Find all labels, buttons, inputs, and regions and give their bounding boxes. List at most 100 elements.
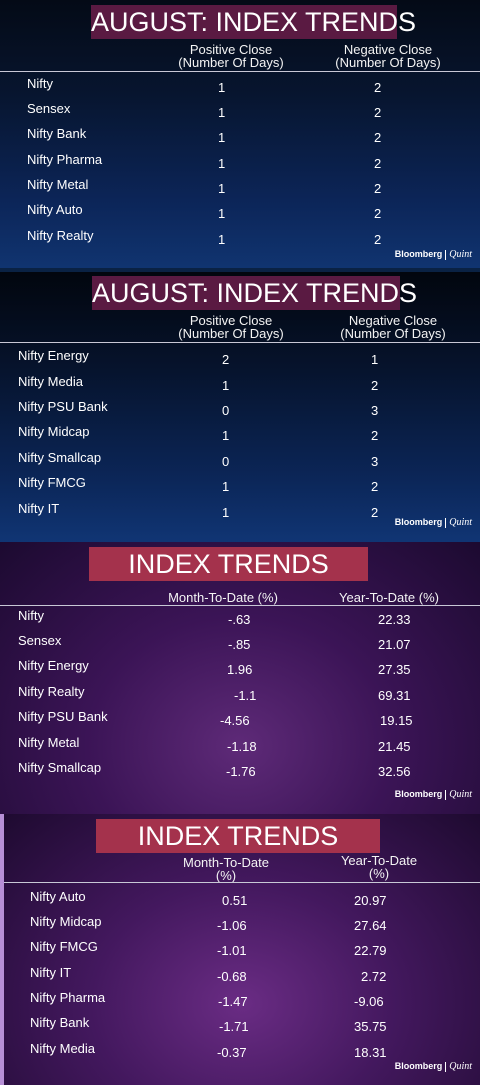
- table-row: Nifty Realty -1.1 69.31: [0, 684, 480, 704]
- panel-title: AUGUST: INDEX TRENDS: [92, 276, 418, 310]
- header-divider: [0, 605, 480, 606]
- row-value-positive: 1: [218, 80, 226, 95]
- row-name: Nifty IT: [18, 501, 60, 516]
- row-value-mtd: -.85: [228, 637, 251, 652]
- col-header-line: (%): [368, 866, 390, 881]
- logo-divider: [445, 249, 447, 260]
- bloomberg-quint-logo: Bloomberg Quint: [395, 789, 472, 800]
- row-value-negative: 2: [374, 80, 382, 95]
- row-value-mtd: 0.51: [222, 893, 248, 908]
- table-row: Sensex 1 2: [0, 101, 480, 121]
- row-name: Nifty Media: [18, 374, 84, 389]
- row-value-positive: 1: [218, 181, 226, 196]
- col-header-ytd: Year-To-Date (%): [326, 591, 452, 604]
- panel-title: INDEX TRENDS: [89, 547, 368, 581]
- table-row: Nifty -.63 22.33: [0, 608, 480, 628]
- row-value-mtd: -4.56: [220, 713, 250, 728]
- col-header-line: (%): [215, 868, 237, 883]
- row-value-mtd: 1.96: [227, 662, 253, 677]
- row-name: Nifty FMCG: [30, 939, 98, 954]
- col-header-line: Negative Close: [348, 313, 438, 328]
- row-name: Nifty Bank: [27, 126, 87, 141]
- row-value-ytd: -9.06: [354, 994, 384, 1009]
- table-row: Nifty PSU Bank 0 3: [0, 399, 480, 419]
- table-row: Nifty Energy 1.96 27.35: [0, 658, 480, 678]
- quint-wordmark: Quint: [449, 517, 472, 528]
- row-name: Nifty Pharma: [27, 152, 103, 167]
- col-header-negative: Negative Close (Number Of Days): [330, 314, 456, 340]
- row-name: Nifty Energy: [18, 348, 89, 363]
- row-value-ytd: 20.97: [354, 893, 387, 908]
- col-header-line: (Number Of Days): [178, 326, 284, 341]
- row-value-ytd: 35.75: [354, 1019, 387, 1034]
- col-header-positive: Positive Close (Number Of Days): [165, 314, 297, 340]
- row-name: Nifty FMCG: [18, 475, 86, 490]
- row-value-ytd: 69.31: [378, 688, 411, 703]
- row-name: Sensex: [18, 633, 62, 648]
- table-row: Nifty Auto 1 2: [0, 202, 480, 222]
- row-value-positive: 1: [218, 105, 226, 120]
- bloomberg-wordmark: Bloomberg: [394, 789, 443, 799]
- table-row: Nifty Midcap 1 2: [0, 424, 480, 444]
- row-value-negative: 2: [374, 181, 382, 196]
- row-value-ytd: 21.45: [378, 739, 411, 754]
- row-value-ytd: 19.15: [380, 713, 413, 728]
- row-value-positive: 1: [218, 206, 226, 221]
- table-row: Nifty Media 1 2: [0, 374, 480, 394]
- col-header-mtd: Month-To-Date (%): [158, 856, 294, 882]
- table-row: Sensex -.85 21.07: [0, 633, 480, 653]
- panel-title: AUGUST: INDEX TRENDS: [91, 5, 417, 39]
- col-header-line: Year-To-Date: [340, 853, 418, 868]
- table-row: Nifty Smallcap 0 3: [0, 450, 480, 470]
- quint-wordmark: Quint: [449, 249, 472, 260]
- row-value-ytd: 27.35: [378, 662, 411, 677]
- row-name: Nifty Metal: [18, 735, 80, 750]
- row-value-negative: 2: [374, 156, 382, 171]
- row-name: Nifty Media: [30, 1041, 96, 1056]
- row-value-ytd: 21.07: [378, 637, 411, 652]
- table-row: Nifty Bank 1 2: [0, 126, 480, 146]
- row-value-negative: 3: [371, 403, 379, 418]
- bloomberg-quint-logo: Bloomberg Quint: [395, 1061, 472, 1072]
- table-row: Nifty Metal 1 2: [0, 177, 480, 197]
- row-value-mtd: -1.76: [226, 764, 256, 779]
- logo-divider: [445, 1061, 447, 1072]
- table-row: Nifty Energy 2 1: [0, 348, 480, 368]
- table-row: Nifty Pharma -1.47 -9.06: [4, 990, 480, 1010]
- header-divider: [4, 882, 480, 883]
- bloomberg-wordmark: Bloomberg: [394, 517, 443, 527]
- panel-title: INDEX TRENDS: [96, 819, 380, 853]
- table-row: Nifty 1 2: [0, 76, 480, 96]
- quint-wordmark: Quint: [449, 789, 472, 800]
- row-value-positive: 1: [222, 479, 230, 494]
- col-header-ytd: Year-To-Date (%): [319, 854, 439, 880]
- row-name: Nifty Realty: [27, 228, 94, 243]
- row-value-ytd: 32.56: [378, 764, 411, 779]
- header-divider: [0, 342, 480, 343]
- row-value-mtd: -1.71: [219, 1019, 249, 1034]
- row-value-mtd: -1.06: [217, 918, 247, 933]
- col-header-line: (Number Of Days): [340, 326, 446, 341]
- bloomberg-wordmark: Bloomberg: [394, 1061, 443, 1071]
- row-value-positive: 1: [222, 378, 230, 393]
- row-value-mtd: -1.47: [218, 994, 248, 1009]
- row-value-negative: 2: [371, 505, 379, 520]
- row-value-negative: 2: [374, 232, 382, 247]
- row-name: Nifty Pharma: [30, 990, 106, 1005]
- table-row: Nifty IT 1 2: [0, 501, 480, 521]
- row-value-ytd: 18.31: [354, 1045, 387, 1060]
- row-value-mtd: -1.01: [217, 943, 247, 958]
- col-header-positive: Positive Close (Number Of Days): [165, 43, 297, 69]
- row-value-negative: 2: [374, 105, 382, 120]
- row-value-negative: 2: [374, 130, 382, 145]
- row-name: Nifty Midcap: [30, 914, 102, 929]
- row-value-positive: 1: [222, 505, 230, 520]
- row-name: Nifty Midcap: [18, 424, 90, 439]
- col-header-line: Month-To-Date: [183, 855, 269, 870]
- table-row: Nifty Metal -1.18 21.45: [0, 735, 480, 755]
- row-value-ytd: 22.79: [354, 943, 387, 958]
- row-value-positive: 2: [222, 352, 230, 367]
- row-value-negative: 2: [371, 378, 379, 393]
- bloomberg-wordmark: Bloomberg: [394, 249, 443, 259]
- row-value-ytd: 22.33: [378, 612, 411, 627]
